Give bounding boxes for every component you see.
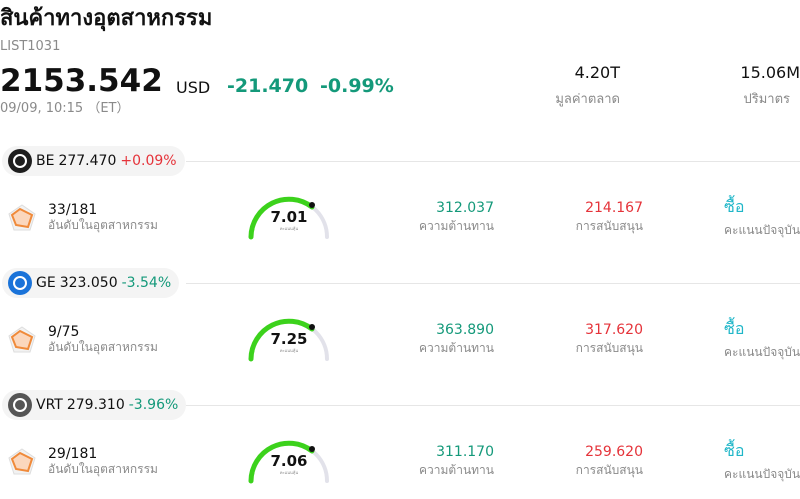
resistance: 312.037 — [436, 200, 494, 216]
score-gauge — [248, 196, 329, 240]
stock-price: 277.470 — [58, 153, 117, 169]
stock-change: -3.96% — [128, 397, 179, 413]
currency: USD — [176, 78, 211, 97]
resistance: 311.170 — [436, 444, 494, 460]
score-label: คะแนนหุ้น — [279, 470, 299, 475]
support-label: การสนับสนุน — [575, 219, 643, 233]
rank-label: อันดับในอุตสาหกรรม — [48, 218, 158, 232]
stock-price: 323.050 — [59, 275, 118, 291]
support: 214.167 — [585, 200, 643, 216]
code: LIST1031 — [0, 39, 61, 54]
support: 259.620 — [585, 444, 643, 460]
support-label: การสนับสนุน — [575, 341, 643, 355]
score-label: คะแนนหุ้น — [279, 226, 299, 231]
rank: 29/181 — [48, 446, 98, 462]
stat-label: มูลค่าตลาด — [555, 92, 620, 107]
resistance-label: ความต้านทาน — [419, 341, 494, 355]
time: 09/09, 10:15 （ET） — [0, 101, 130, 116]
rank-label: อันดับในอุตสาหกรรม — [48, 462, 158, 476]
stock-change: -3.54% — [121, 275, 172, 291]
stock-pill[interactable]: GE 323.050 -3.54% — [2, 268, 180, 298]
stock-pill[interactable]: BE 277.470 +0.09% — [2, 146, 185, 176]
radar-icon — [8, 448, 36, 475]
rating-label: คะแนนปัจจุบัน — [724, 345, 800, 359]
ticker: BE — [36, 153, 55, 169]
rank: 33/181 — [48, 202, 98, 218]
resistance-label: ความต้านทาน — [419, 463, 494, 477]
title: สินค้าทางอุตสาหกรรม — [0, 6, 213, 31]
rating-label: คะแนนปัจจุบัน — [724, 467, 800, 481]
score-gauge — [248, 318, 329, 362]
stat-value: 15.06M — [740, 63, 800, 82]
resistance: 363.890 — [436, 322, 494, 338]
divider — [186, 161, 800, 162]
logo — [8, 271, 32, 295]
rating: ซื้อ — [724, 319, 745, 338]
stock-pill[interactable]: VRT 279.310 -3.96% — [2, 390, 187, 420]
rating: ซื้อ — [724, 197, 745, 216]
support-label: การสนับสนุน — [575, 463, 643, 477]
divider — [186, 283, 800, 284]
logo — [8, 393, 32, 417]
score: 7.01 — [270, 208, 308, 226]
price: 2153.542 — [0, 63, 163, 99]
ticker: GE — [36, 275, 56, 291]
score: 7.06 — [270, 452, 308, 470]
rating: ซื้อ — [724, 441, 745, 460]
score-label: คะแนนหุ้น — [279, 348, 299, 353]
divider — [186, 405, 800, 406]
ticker: VRT — [36, 397, 63, 413]
support: 317.620 — [585, 322, 643, 338]
stat-value: 4.20T — [574, 63, 620, 82]
resistance-label: ความต้านทาน — [419, 219, 494, 233]
change-percent: -0.99% — [320, 75, 394, 97]
stat-label: ปริมาตร — [743, 92, 790, 107]
change: -21.470 — [227, 75, 309, 97]
stock-price: 279.310 — [66, 397, 125, 413]
stock-change: +0.09% — [120, 153, 177, 169]
rating-label: คะแนนปัจจุบัน — [724, 223, 800, 237]
score: 7.25 — [270, 330, 308, 348]
radar-icon — [8, 326, 36, 353]
score-gauge — [248, 440, 329, 484]
rank: 9/75 — [48, 324, 80, 340]
logo — [8, 149, 32, 173]
radar-icon — [8, 204, 36, 231]
rank-label: อันดับในอุตสาหกรรม — [48, 340, 158, 354]
